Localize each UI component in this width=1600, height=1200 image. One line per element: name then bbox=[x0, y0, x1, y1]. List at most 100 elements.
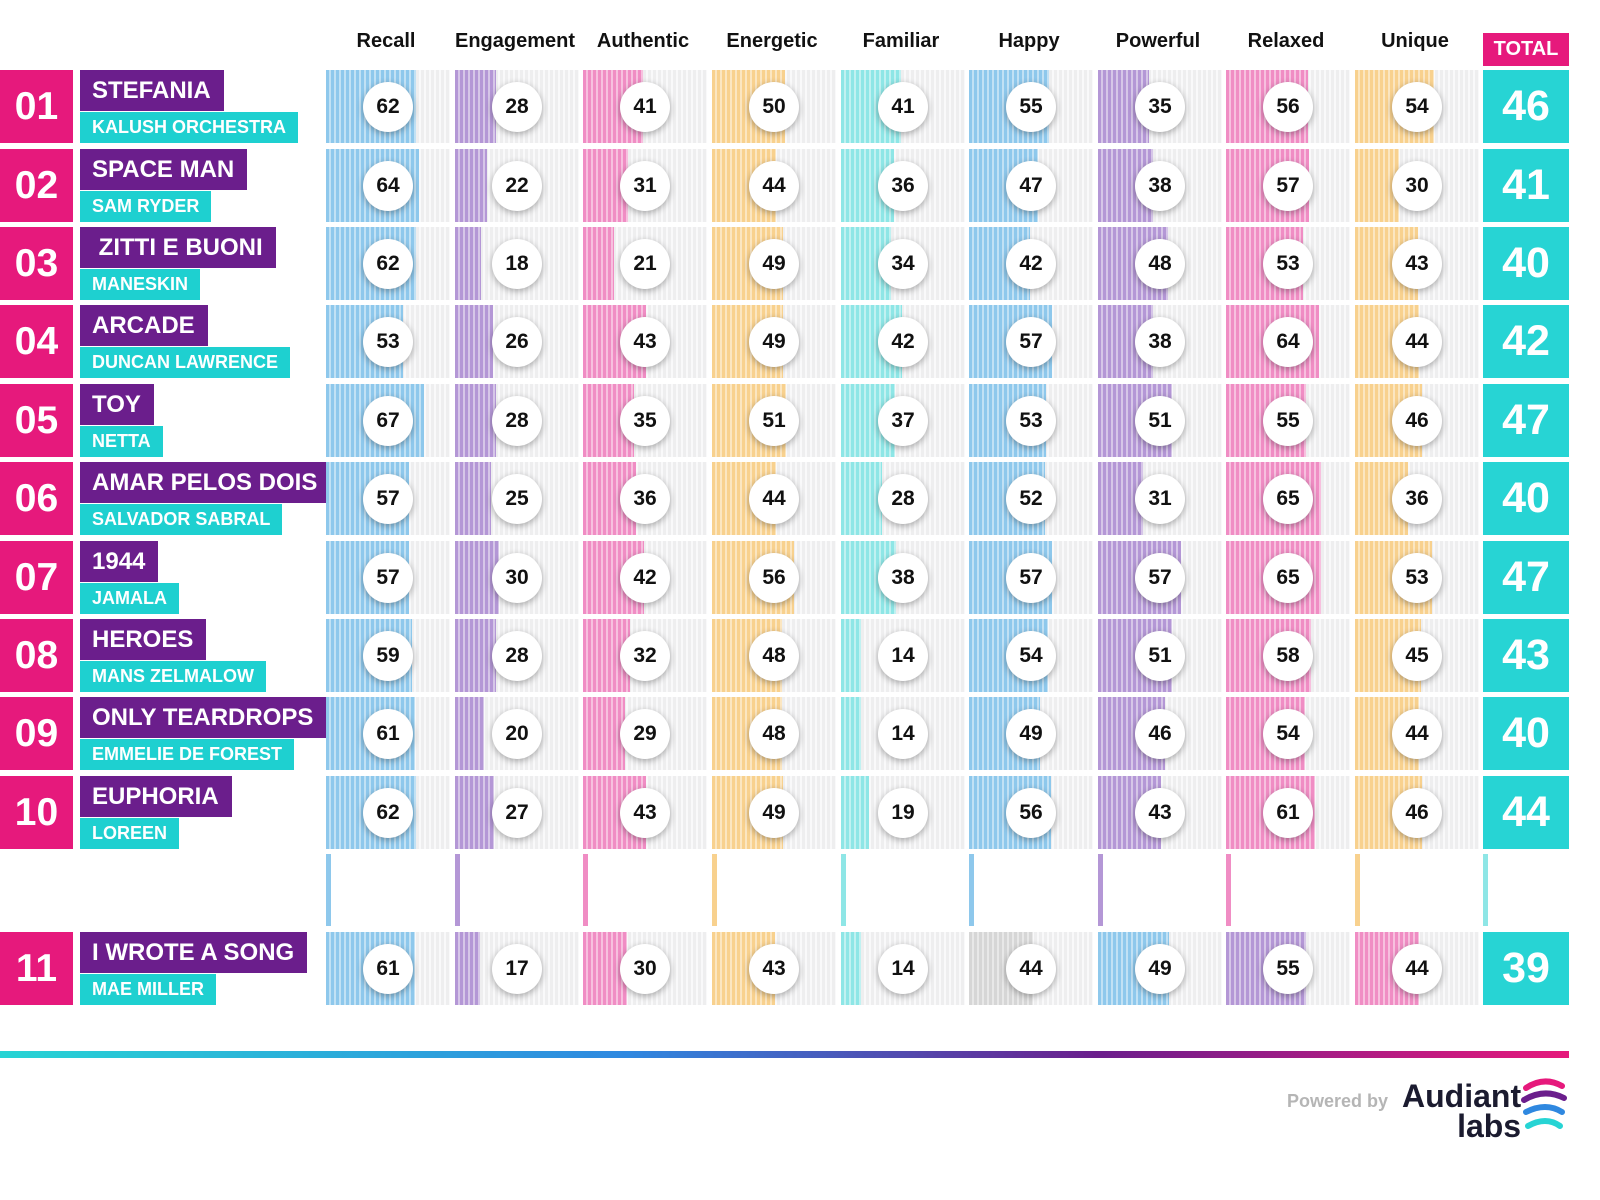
column-header-happy: Happy bbox=[998, 30, 1060, 52]
score-value-label: 53 bbox=[1392, 552, 1442, 603]
score-value-label: 25 bbox=[492, 473, 542, 524]
score-value-label: 38 bbox=[1135, 316, 1185, 367]
artist-name-label: NETTA bbox=[80, 426, 163, 457]
score-value-label: 62 bbox=[363, 787, 413, 838]
score-value-label: 55 bbox=[1263, 395, 1313, 446]
separator-tick bbox=[1483, 854, 1488, 926]
rank-badge: 09 bbox=[0, 697, 73, 770]
column-header-total: TOTAL bbox=[1483, 33, 1569, 66]
score-value-label: 43 bbox=[749, 943, 799, 994]
score-value-label: 56 bbox=[749, 552, 799, 603]
score-value-label: 51 bbox=[749, 395, 799, 446]
column-header-energetic: Energetic bbox=[726, 30, 818, 52]
rank-badge: 01 bbox=[0, 70, 73, 143]
score-value-label: 35 bbox=[620, 395, 670, 446]
score-value-label: 53 bbox=[1006, 395, 1056, 446]
score-value-label: 36 bbox=[878, 160, 928, 211]
score-value-label: 17 bbox=[492, 943, 542, 994]
score-value-label: 65 bbox=[1263, 552, 1313, 603]
artist-name-label: SALVADOR SABRAL bbox=[80, 504, 283, 535]
score-value-label: 49 bbox=[749, 238, 799, 289]
artist-name-label: MAE MILLER bbox=[80, 974, 216, 1005]
score-value-label: 20 bbox=[492, 708, 542, 759]
score-bar-fill bbox=[455, 305, 493, 378]
column-header-recall: Recall bbox=[356, 30, 416, 52]
score-value-label: 36 bbox=[620, 473, 670, 524]
score-value-label: 50 bbox=[749, 81, 799, 132]
score-bar-fill bbox=[455, 462, 491, 535]
score-bar-fill bbox=[455, 227, 481, 300]
score-value-label: 54 bbox=[1392, 81, 1442, 132]
score-value-label: 42 bbox=[1006, 238, 1056, 289]
column-header-authentic: Authentic bbox=[596, 30, 690, 52]
score-value-label: 57 bbox=[1135, 552, 1185, 603]
total-score-label: 47 bbox=[1483, 384, 1569, 457]
column-header-familiar: Familiar bbox=[862, 30, 940, 52]
artist-name-label: MANS ZELMALOW bbox=[80, 661, 266, 692]
total-score-label: 41 bbox=[1483, 149, 1569, 222]
score-bar-fill bbox=[841, 462, 882, 535]
song-title-label: EUPHORIA bbox=[80, 776, 232, 817]
score-value-label: 64 bbox=[1263, 316, 1313, 367]
column-header-engagement: Engagement bbox=[454, 30, 576, 52]
score-value-label: 30 bbox=[1392, 160, 1442, 211]
score-value-label: 43 bbox=[1392, 238, 1442, 289]
total-score-label: 40 bbox=[1483, 697, 1569, 770]
song-title-label: TOY bbox=[80, 384, 154, 425]
score-value-label: 38 bbox=[878, 552, 928, 603]
score-value-label: 45 bbox=[1392, 630, 1442, 681]
powered-by-label: Powered by bbox=[1287, 1091, 1389, 1111]
score-bar-fill bbox=[455, 70, 496, 143]
total-score-label: 47 bbox=[1483, 541, 1569, 614]
score-value-label: 48 bbox=[749, 630, 799, 681]
score-value-label: 48 bbox=[749, 708, 799, 759]
separator-tick bbox=[969, 854, 974, 926]
song-title-label: SPACE MAN bbox=[80, 149, 248, 190]
score-bar-engagement bbox=[455, 305, 579, 378]
artist-name-label: EMMELIE DE FOREST bbox=[80, 739, 295, 770]
rank-badge: 05 bbox=[0, 384, 73, 457]
score-value-label: 59 bbox=[363, 630, 413, 681]
score-bar-fill bbox=[326, 619, 412, 692]
song-title-label: I WROTE A SONG bbox=[80, 932, 308, 973]
score-value-label: 49 bbox=[749, 316, 799, 367]
score-value-label: 44 bbox=[1006, 943, 1056, 994]
score-value-label: 14 bbox=[878, 708, 928, 759]
score-bar-fill bbox=[1098, 305, 1153, 378]
score-bar-fill bbox=[583, 932, 627, 1005]
score-bar-fill bbox=[1355, 149, 1399, 222]
score-value-label: 49 bbox=[1006, 708, 1056, 759]
song-title-label: 1944 bbox=[80, 541, 159, 582]
total-score-label: 46 bbox=[1483, 70, 1569, 143]
score-value-label: 18 bbox=[492, 238, 542, 289]
score-bar-fill bbox=[455, 384, 496, 457]
score-value-label: 55 bbox=[1263, 943, 1313, 994]
score-value-label: 32 bbox=[620, 630, 670, 681]
score-bar-fill bbox=[455, 619, 496, 692]
score-value-label: 57 bbox=[1006, 552, 1056, 603]
rank-badge: 04 bbox=[0, 305, 73, 378]
score-value-label: 49 bbox=[1135, 943, 1185, 994]
score-value-label: 27 bbox=[492, 787, 542, 838]
score-value-label: 56 bbox=[1263, 81, 1313, 132]
score-value-label: 44 bbox=[1392, 943, 1442, 994]
score-value-label: 28 bbox=[492, 630, 542, 681]
score-bar-fill bbox=[455, 149, 487, 222]
artist-name-label: MANESKIN bbox=[80, 269, 201, 300]
score-value-label: 61 bbox=[1263, 787, 1313, 838]
separator-tick bbox=[1355, 854, 1360, 926]
score-bar-fill bbox=[969, 932, 1033, 1005]
song-title-label: HEROES bbox=[80, 619, 207, 660]
separator-tick bbox=[841, 854, 846, 926]
score-value-label: 55 bbox=[1006, 81, 1056, 132]
score-value-label: 57 bbox=[363, 552, 413, 603]
score-value-label: 14 bbox=[878, 943, 928, 994]
total-score-label: 43 bbox=[1483, 619, 1569, 692]
score-value-label: 46 bbox=[1392, 787, 1442, 838]
score-value-label: 42 bbox=[620, 552, 670, 603]
score-value-label: 62 bbox=[363, 81, 413, 132]
score-value-label: 48 bbox=[1135, 238, 1185, 289]
footer-gradient-divider bbox=[0, 1051, 1569, 1058]
score-bar-unique bbox=[1355, 227, 1479, 300]
score-value-label: 57 bbox=[1006, 316, 1056, 367]
